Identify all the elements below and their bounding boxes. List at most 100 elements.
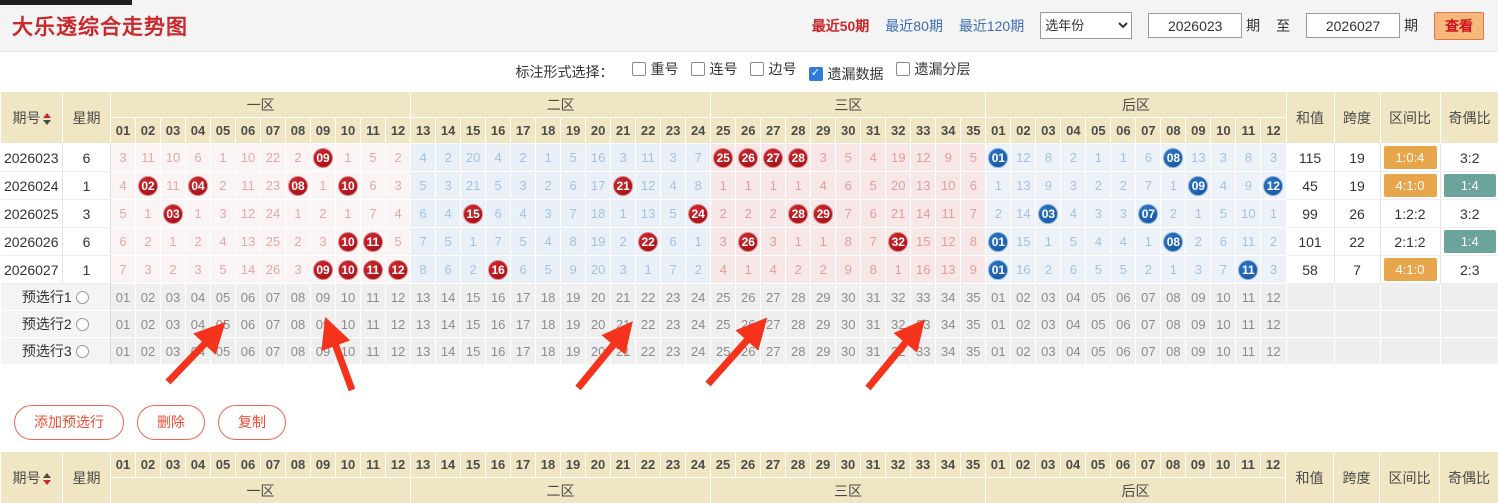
preselect-number-cell[interactable]: 04 <box>1060 283 1087 311</box>
preselect-number-cell[interactable]: 03 <box>160 283 186 311</box>
preselect-number-cell[interactable]: 11 <box>360 283 386 311</box>
preselect-number-cell[interactable]: 06 <box>1110 283 1137 311</box>
preselect-number-cell[interactable]: 01 <box>110 337 136 365</box>
preselect-number-cell[interactable]: 26 <box>735 337 762 365</box>
preselect-number-cell[interactable]: 05 <box>1085 283 1112 311</box>
year-select[interactable]: 选年份 <box>1040 12 1133 39</box>
preselect-number-cell[interactable]: 18 <box>535 310 562 338</box>
preselect-number-cell[interactable]: 25 <box>710 283 737 311</box>
preselect-number-cell[interactable]: 27 <box>760 283 787 311</box>
preselect-number-cell[interactable]: 29 <box>810 283 837 311</box>
annotation-option-unchecked[interactable]: 遗漏分层 <box>895 59 971 79</box>
checkbox-unchecked-icon[interactable] <box>631 62 646 77</box>
preselect-number-cell[interactable]: 16 <box>485 337 512 365</box>
preselect-number-cell[interactable]: 04 <box>185 283 211 311</box>
preselect-number-cell[interactable]: 31 <box>860 310 887 338</box>
preselect-number-cell[interactable]: 11 <box>1235 337 1262 365</box>
preselect-number-cell[interactable]: 11 <box>1235 310 1262 338</box>
preselect-number-cell[interactable]: 02 <box>1010 283 1037 311</box>
preselect-number-cell[interactable]: 29 <box>810 337 837 365</box>
preselect-number-cell[interactable]: 03 <box>1035 337 1062 365</box>
preselect-number-cell[interactable]: 14 <box>435 283 462 311</box>
preselect-number-cell[interactable]: 33 <box>910 310 937 338</box>
preselect-number-cell[interactable]: 20 <box>585 310 612 338</box>
preselect-number-cell[interactable]: 06 <box>235 310 261 338</box>
preselect-number-cell[interactable]: 15 <box>460 337 487 365</box>
preselect-number-cell[interactable]: 11 <box>360 310 386 338</box>
preselect-number-cell[interactable]: 05 <box>210 283 236 311</box>
preselect-number-cell[interactable]: 02 <box>1010 337 1037 365</box>
preselect-number-cell[interactable]: 28 <box>785 337 812 365</box>
preselect-number-cell[interactable]: 24 <box>685 337 712 365</box>
preselect-radio-icon[interactable] <box>75 318 89 331</box>
preselect-number-cell[interactable]: 01 <box>985 283 1012 311</box>
preselect-number-cell[interactable]: 29 <box>810 310 837 338</box>
preselect-number-cell[interactable]: 23 <box>660 337 687 365</box>
recent-50-link[interactable]: 最近50期 <box>811 17 870 34</box>
preselect-number-cell[interactable]: 17 <box>510 310 537 338</box>
preselect-number-cell[interactable]: 06 <box>1110 310 1137 338</box>
preselect-number-cell[interactable]: 07 <box>260 310 286 338</box>
preselect-number-cell[interactable]: 13 <box>410 283 437 311</box>
preselect-number-cell[interactable]: 02 <box>135 337 161 365</box>
preselect-number-cell[interactable]: 16 <box>485 283 512 311</box>
preselect-number-cell[interactable]: 10 <box>1210 283 1237 311</box>
preselect-number-cell[interactable]: 30 <box>835 283 862 311</box>
add-preselect-row-button[interactable]: 添加预选行 <box>14 404 124 440</box>
preselect-number-cell[interactable]: 33 <box>910 337 937 365</box>
preselect-number-cell[interactable]: 05 <box>1085 310 1112 338</box>
preselect-number-cell[interactable]: 19 <box>560 283 587 311</box>
preselect-number-cell[interactable]: 12 <box>384 310 412 338</box>
preselect-number-cell[interactable]: 08 <box>285 310 311 338</box>
preselect-number-cell[interactable]: 35 <box>960 310 987 338</box>
preselect-number-cell[interactable]: 01 <box>110 310 136 338</box>
issue-to-input[interactable] <box>1306 13 1401 38</box>
preselect-number-cell[interactable]: 07 <box>260 337 286 365</box>
preselect-number-cell[interactable]: 25 <box>710 310 737 338</box>
preselect-number-cell[interactable]: 22 <box>635 310 662 338</box>
preselect-number-cell[interactable]: 09 <box>310 283 336 311</box>
preselect-number-cell[interactable]: 18 <box>535 283 562 311</box>
preselect-number-cell[interactable]: 05 <box>210 337 236 365</box>
preselect-number-cell[interactable]: 07 <box>1135 283 1162 311</box>
preselect-number-cell[interactable]: 15 <box>460 283 487 311</box>
preselect-number-cell[interactable]: 09 <box>1185 337 1212 365</box>
preselect-number-cell[interactable]: 04 <box>1060 337 1087 365</box>
preselect-number-cell[interactable]: 07 <box>1135 337 1162 365</box>
preselect-number-cell[interactable]: 12 <box>384 337 412 365</box>
preselect-number-cell[interactable]: 06 <box>235 283 261 311</box>
preselect-number-cell[interactable]: 15 <box>460 310 487 338</box>
preselect-radio-icon[interactable] <box>75 345 89 358</box>
preselect-number-cell[interactable]: 21 <box>610 310 637 338</box>
preselect-number-cell[interactable]: 06 <box>1110 337 1137 365</box>
copy-button[interactable]: 复制 <box>218 404 286 440</box>
preselect-number-cell[interactable]: 19 <box>560 337 587 365</box>
preselect-number-cell[interactable]: 23 <box>660 310 687 338</box>
preselect-number-cell[interactable]: 18 <box>535 337 562 365</box>
annotation-option-unchecked[interactable]: 连号 <box>690 59 738 79</box>
preselect-number-cell[interactable]: 35 <box>960 337 987 365</box>
preselect-number-cell[interactable]: 03 <box>160 337 186 365</box>
preselect-number-cell[interactable]: 08 <box>285 337 311 365</box>
preselect-number-cell[interactable]: 22 <box>635 283 662 311</box>
preselect-number-cell[interactable]: 03 <box>160 310 186 338</box>
preselect-number-cell[interactable]: 16 <box>485 310 512 338</box>
preselect-number-cell[interactable]: 01 <box>985 337 1012 365</box>
preselect-number-cell[interactable]: 34 <box>935 310 962 338</box>
preselect-number-cell[interactable]: 33 <box>910 283 937 311</box>
preselect-number-cell[interactable]: 07 <box>260 283 286 311</box>
preselect-number-cell[interactable]: 26 <box>735 283 762 311</box>
preselect-number-cell[interactable]: 09 <box>1185 283 1212 311</box>
preselect-number-cell[interactable]: 12 <box>1260 310 1287 338</box>
preselect-number-cell[interactable]: 28 <box>785 283 812 311</box>
preselect-number-cell[interactable]: 31 <box>860 337 887 365</box>
preselect-number-cell[interactable]: 10 <box>335 283 361 311</box>
annotation-option-checked[interactable]: ✓ 遗漏数据 <box>808 64 884 84</box>
preselect-number-cell[interactable]: 21 <box>610 337 637 365</box>
preselect-number-cell[interactable]: 09 <box>1185 310 1212 338</box>
preselect-number-cell[interactable]: 34 <box>935 337 962 365</box>
preselect-number-cell[interactable]: 07 <box>1135 310 1162 338</box>
preselect-number-cell[interactable]: 13 <box>410 337 437 365</box>
preselect-number-cell[interactable]: 01 <box>985 310 1012 338</box>
preselect-number-cell[interactable]: 24 <box>685 310 712 338</box>
